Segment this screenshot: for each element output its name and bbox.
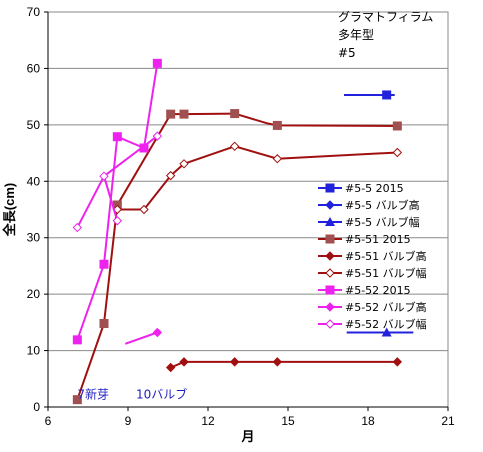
annotation: 7新芽 <box>77 387 109 402</box>
data-point <box>179 159 189 169</box>
data-point <box>272 154 283 164</box>
data-point <box>72 222 83 233</box>
data-point <box>112 216 123 226</box>
x-tick-label: 6 <box>45 414 52 428</box>
data-point <box>139 204 149 215</box>
legend-label: #5-52 2015 <box>345 284 411 297</box>
legend-label: #5-51 バルブ高 <box>345 249 427 263</box>
series-6 <box>72 58 162 345</box>
data-point <box>152 327 163 338</box>
data-point <box>179 109 189 119</box>
legend-entry: #5-51 バルブ幅 <box>318 266 427 280</box>
data-point <box>72 335 82 345</box>
series-line <box>124 331 158 345</box>
series-4 <box>165 357 403 373</box>
data-point <box>72 395 82 405</box>
data-point <box>230 109 240 119</box>
data-point <box>99 259 109 269</box>
data-point <box>152 131 163 141</box>
x-tick-label: 15 <box>281 414 295 428</box>
data-point <box>325 251 335 261</box>
legend-entry: #5-5 2015 <box>318 182 404 195</box>
data-point <box>112 132 122 142</box>
series-7 <box>124 327 163 345</box>
y-tick-label: 20 <box>27 287 41 301</box>
legend-entry: #5-51 2015 <box>318 233 411 246</box>
title-line: グラマトフィラム <box>338 10 433 24</box>
legend-label: #5-52 バルブ高 <box>345 300 427 314</box>
x-tick-label: 21 <box>441 414 455 428</box>
series-line <box>170 360 398 369</box>
data-point <box>392 357 403 367</box>
data-point <box>325 200 335 210</box>
data-point <box>229 141 240 152</box>
y-tick-label: 70 <box>27 5 41 19</box>
data-point <box>99 318 109 328</box>
legend-entry: #5-5 バルブ幅 <box>318 215 420 229</box>
legend-label: #5-51 バルブ幅 <box>345 266 427 280</box>
data-point <box>272 357 283 367</box>
data-point <box>99 171 109 181</box>
legend-entry: #5-5 バルブ高 <box>318 198 420 212</box>
data-point <box>325 319 335 329</box>
data-point <box>392 121 402 131</box>
annotations: 7新芽 10バルブ <box>77 387 187 402</box>
title-line: #5 <box>338 46 356 60</box>
data-point <box>382 90 392 100</box>
title-line: 多年型 <box>338 28 374 42</box>
data-point <box>325 285 335 295</box>
data-point <box>229 357 240 367</box>
series-8 <box>72 131 163 233</box>
data-point <box>152 58 162 68</box>
y-tick-label: 50 <box>27 118 41 132</box>
data-point <box>325 183 335 193</box>
y-tick-label: 60 <box>27 61 41 75</box>
legend-entry: #5-52 バルブ高 <box>318 300 427 314</box>
x-tick-label: 9 <box>125 414 132 428</box>
x-axis-title: 月 <box>240 429 254 444</box>
series-0 <box>344 90 395 100</box>
legend-label: #5-52 バルブ幅 <box>345 317 427 331</box>
series-layer <box>72 58 414 405</box>
data-point <box>325 217 335 226</box>
annotation: 10バルブ <box>136 387 187 402</box>
data-point <box>381 327 392 337</box>
legend-entry: #5-52 バルブ幅 <box>318 317 427 331</box>
data-point <box>166 109 176 119</box>
legend-label: #5-51 2015 <box>345 233 411 246</box>
series-2 <box>346 327 414 337</box>
y-tick-label: 40 <box>27 174 41 188</box>
y-tick-label: 0 <box>33 400 40 414</box>
legend-label: #5-5 2015 <box>345 182 404 195</box>
y-axis-title: 全長(cm) <box>2 183 17 237</box>
y-tick-label: 30 <box>27 231 41 245</box>
legend: #5-5 2015 #5-5 バルブ高 #5-5 バルブ幅 #5-51 2015 #5-… <box>318 182 427 331</box>
legend-entry: #5-51 バルブ高 <box>318 249 427 263</box>
data-point <box>165 362 176 373</box>
data-point <box>392 147 403 158</box>
series-5 <box>112 141 403 215</box>
legend-label: #5-5 バルブ高 <box>345 198 420 212</box>
data-point <box>179 357 189 367</box>
series-3 <box>72 109 402 405</box>
x-tick-label: 12 <box>201 414 215 428</box>
data-point <box>325 268 335 278</box>
legend-label: #5-5 バルブ幅 <box>345 215 420 229</box>
data-point <box>325 234 335 244</box>
data-point <box>165 170 176 181</box>
data-point <box>272 120 282 130</box>
data-point <box>325 302 335 312</box>
legend-entry: #5-52 2015 <box>318 284 411 297</box>
y-tick-label: 10 <box>27 344 41 358</box>
x-tick-label: 18 <box>361 414 375 428</box>
axes: 0 10 20 30 40 50 60 70 6 9 12 15 18 21 月 全長(cm) <box>2 5 455 444</box>
